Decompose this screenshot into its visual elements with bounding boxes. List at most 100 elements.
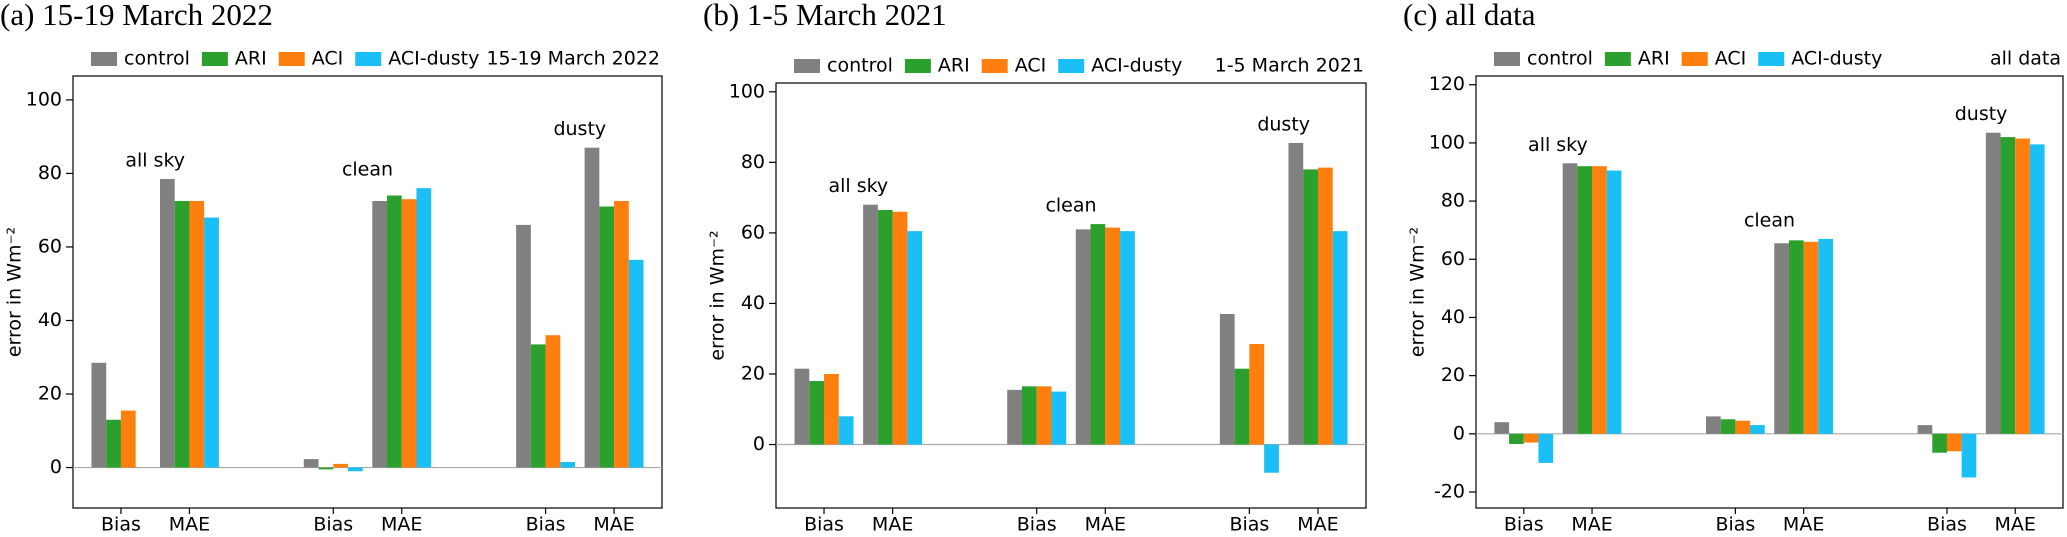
bar (599, 206, 615, 468)
bar (1592, 166, 1607, 434)
legend-label: ACI (1715, 48, 1747, 70)
bar (387, 195, 402, 468)
x-tick-label: Bias (526, 514, 566, 534)
bar (1720, 419, 1736, 434)
bar (1917, 425, 1933, 434)
bar (1288, 142, 1304, 445)
x-tick-label: Bias (313, 514, 353, 534)
panel-annotation: 1-5 March 2021 (1215, 55, 1364, 77)
bar (877, 209, 893, 445)
legend-swatch (91, 52, 117, 66)
legend-swatch (1058, 59, 1085, 73)
bar (614, 201, 629, 468)
bar (1577, 166, 1593, 434)
y-tick-label: 60 (741, 221, 765, 243)
x-tick-label: MAE (1297, 514, 1338, 534)
bar (189, 201, 205, 468)
y-tick-label: 0 (1453, 422, 1465, 444)
x-tick-label: MAE (1995, 514, 2036, 534)
group-label: dusty (1257, 113, 1310, 135)
bar (838, 416, 854, 445)
legend-label: ARI (1638, 48, 1670, 70)
bar (1219, 314, 1235, 445)
y-tick-label: 60 (38, 235, 62, 257)
bar (1317, 167, 1333, 445)
bar (401, 199, 417, 468)
bar (1523, 433, 1539, 443)
legend-label: ARI (235, 48, 267, 70)
y-tick-label: 120 (1429, 73, 1465, 95)
bar (824, 373, 839, 445)
bar (809, 381, 825, 445)
x-tick-label: Bias (1715, 514, 1755, 534)
bar (91, 362, 107, 468)
y-tick-label: 40 (1441, 306, 1465, 328)
panel-title: (a) 15-19 March 2022 (0, 0, 273, 32)
legend-label: control (827, 55, 893, 77)
bar (416, 188, 432, 468)
panel-title: (b) 1-5 March 2021 (703, 0, 947, 32)
x-tick-label: MAE (1783, 514, 1824, 534)
bar (1774, 243, 1789, 434)
bar (347, 467, 363, 472)
x-tick-label: Bias (1504, 514, 1544, 534)
y-tick-label: 100 (729, 80, 765, 102)
bar (1985, 132, 2001, 434)
x-tick-label: MAE (872, 514, 913, 534)
y-axis-label: error in Wm⁻² (707, 230, 729, 360)
bar (303, 459, 319, 468)
legend-label: control (1527, 48, 1593, 70)
bar (1332, 231, 1348, 445)
legend-label: ACI (312, 48, 344, 70)
y-tick-label: 100 (26, 88, 62, 110)
group-label: all sky (1528, 134, 1588, 156)
bar (1120, 231, 1135, 445)
x-tick-label: Bias (101, 514, 141, 534)
bar (159, 178, 175, 468)
bar (1961, 433, 1977, 478)
bar (1735, 420, 1751, 434)
bar (1249, 343, 1265, 445)
group-label: all sky (125, 149, 185, 171)
panel-title: (c) all data (1403, 0, 1536, 32)
bar (1538, 433, 1554, 463)
legend-swatch (981, 59, 1008, 73)
x-tick-label: Bias (1229, 514, 1269, 534)
y-axis-label: error in Wm⁻² (4, 227, 26, 357)
y-tick-label: 20 (741, 362, 765, 384)
group-label: clean (1045, 195, 1096, 217)
legend-swatch (278, 52, 305, 66)
bar (1562, 163, 1578, 434)
bar (1234, 368, 1250, 445)
bar (1264, 444, 1279, 473)
bar (2029, 144, 2045, 434)
bar (1036, 386, 1052, 445)
bar (1606, 170, 1622, 434)
bar (1706, 416, 1721, 434)
bar (1932, 433, 1947, 453)
bar (628, 259, 644, 468)
bar (2000, 137, 2016, 434)
y-tick-label: 80 (741, 151, 765, 173)
bar (1051, 391, 1067, 445)
bar (794, 368, 810, 445)
bar (584, 147, 600, 468)
legend-swatch (1758, 52, 1785, 66)
bar (560, 462, 576, 468)
bar (1021, 386, 1037, 445)
x-tick-label: MAE (1085, 514, 1126, 534)
y-tick-label: 20 (38, 383, 62, 405)
bar (1818, 238, 1833, 434)
y-tick-label: 20 (1441, 364, 1465, 386)
x-tick-label: MAE (593, 514, 634, 534)
legend-swatch (1681, 52, 1708, 66)
bar (1090, 224, 1106, 445)
y-tick-label: 80 (1441, 190, 1465, 212)
y-tick-label: 0 (753, 433, 765, 455)
bar (1803, 241, 1819, 434)
bar (1750, 425, 1765, 434)
bar (120, 410, 136, 468)
bar (1788, 240, 1804, 434)
legend-swatch (1494, 52, 1520, 66)
